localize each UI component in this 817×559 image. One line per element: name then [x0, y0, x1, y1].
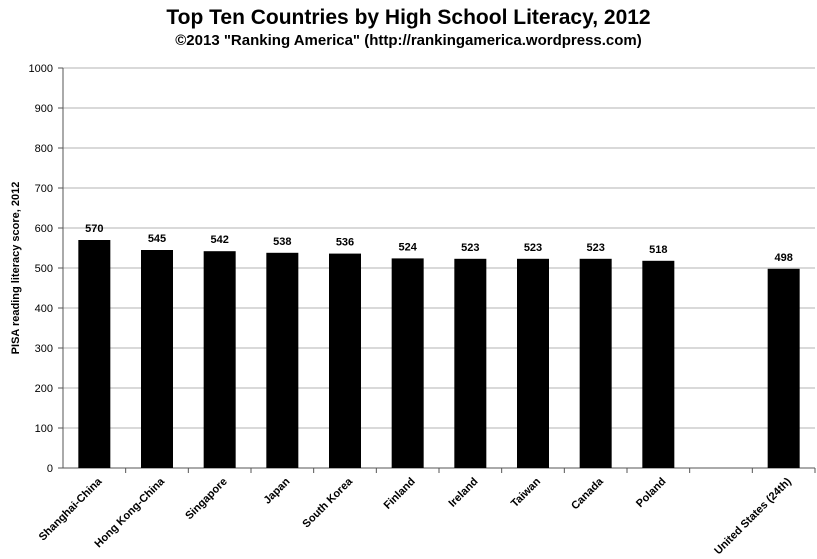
x-tick-label: Finland — [382, 476, 418, 512]
data-label: 536 — [336, 237, 354, 249]
x-tick-label: South Korea — [300, 475, 355, 530]
chart-title: Top Ten Countries by High School Literac… — [166, 6, 651, 29]
y-tick-label: 700 — [35, 183, 53, 195]
bar — [642, 260, 675, 468]
x-tick-label: Hong Kong-China — [93, 475, 168, 550]
data-label: 523 — [524, 242, 542, 254]
data-label: 518 — [649, 244, 667, 256]
y-tick-label: 200 — [35, 383, 53, 395]
bar — [579, 258, 612, 468]
bar — [78, 240, 111, 468]
data-label: 524 — [398, 241, 417, 253]
data-label: 570 — [85, 223, 103, 235]
data-label: 498 — [774, 252, 792, 264]
y-tick-label: 800 — [35, 143, 53, 155]
bar — [266, 252, 299, 468]
x-tick-label: Shanghai-China — [37, 475, 105, 543]
bar — [141, 250, 173, 468]
bar — [203, 251, 236, 468]
bars — [78, 240, 800, 468]
y-axis-title: PISA reading literacy score, 2012 — [10, 182, 22, 355]
data-label: 523 — [461, 242, 479, 254]
bar — [767, 268, 800, 468]
y-tick-label: 100 — [35, 423, 53, 435]
y-tick-label: 900 — [35, 103, 53, 115]
axes: 0 100 200 300 400 500 600 700 800 900 1000 — [29, 63, 816, 475]
y-tick-label: 500 — [35, 263, 53, 275]
x-tick-label: Singapore — [183, 476, 230, 523]
y-tick-label: 1000 — [29, 63, 53, 75]
y-tick-label: 400 — [35, 303, 53, 315]
bar — [517, 258, 549, 468]
y-tick-label: 0 — [47, 463, 53, 475]
bar — [329, 253, 361, 468]
chart-subtitle: ©2013 "Ranking America" (http://rankinga… — [175, 32, 642, 49]
data-label: 545 — [148, 233, 166, 245]
x-tick-label: Poland — [634, 476, 668, 510]
x-tick-label: Taiwan — [509, 475, 543, 509]
bar — [391, 258, 424, 468]
x-tick-label: Ireland — [446, 476, 480, 510]
y-tick-label: 600 — [35, 223, 53, 235]
gridlines — [63, 67, 815, 429]
y-tick-label: 300 — [35, 343, 53, 355]
data-label: 542 — [210, 234, 228, 246]
x-tick-label: Japan — [261, 475, 292, 506]
x-tick-label: United States (24th) — [712, 475, 794, 557]
data-label: 538 — [273, 236, 291, 248]
x-tick-label: Canada — [569, 475, 606, 512]
data-label: 523 — [586, 242, 604, 254]
bar — [454, 258, 487, 468]
